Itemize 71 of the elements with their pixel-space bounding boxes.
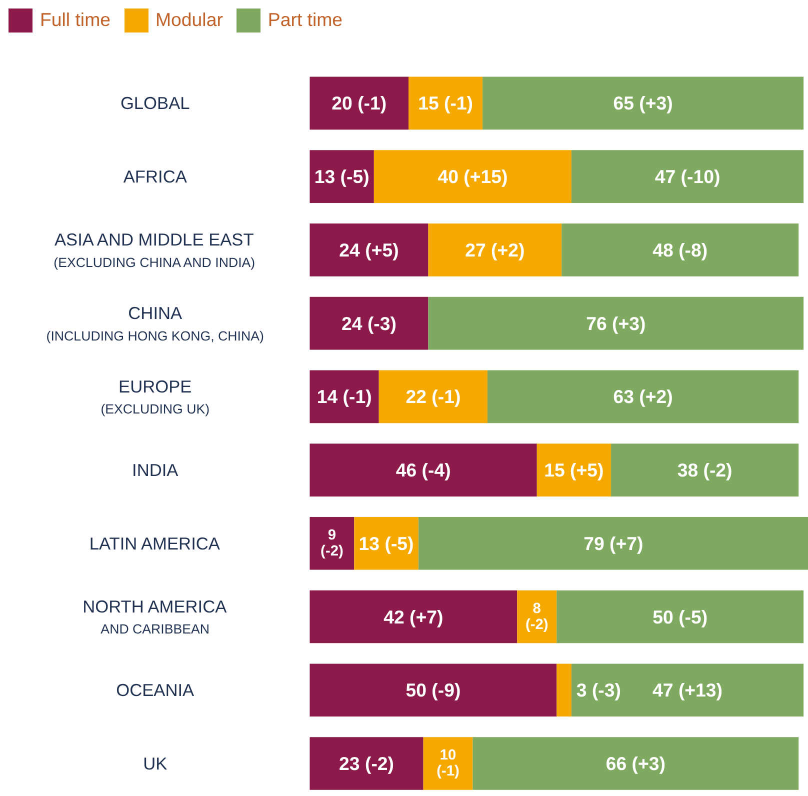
bar <box>310 296 428 350</box>
data-label: 15 (+5) <box>544 460 604 481</box>
y-tick-label: EUROPE (EXCLUDING UK) <box>100 376 210 417</box>
data-label: 14 (-1) <box>316 386 372 408</box>
bar <box>562 224 799 276</box>
data-label: 20 (-1) <box>332 92 387 114</box>
bar <box>536 444 611 496</box>
y-tick-label: AFRICA <box>123 166 188 187</box>
data-label: 27 (+2) <box>465 239 525 260</box>
y-tick-label: OCEANIA <box>116 680 195 700</box>
bar <box>408 76 483 130</box>
bar <box>423 737 473 790</box>
data-label: 15 (-1) <box>418 92 474 114</box>
data-label: 23 (-2) <box>339 752 394 774</box>
y-tick-label: LATIN AMERICA <box>89 533 220 554</box>
data-label: 66 (+3) <box>606 752 666 774</box>
data-label: 10 (-1) <box>436 747 460 780</box>
bar <box>374 150 572 203</box>
data-label: 38 (-2) <box>677 460 732 481</box>
data-label: 50 (-9) <box>406 680 461 701</box>
data-label: 50 (-5) <box>652 606 708 628</box>
bar <box>378 370 488 424</box>
y-tick-label: NORTH AMERICA AND CARIBBEAN <box>82 596 228 637</box>
y-tick-label: CHINA (INCLUDING HONG KONG, CHINA) <box>46 303 264 344</box>
bar <box>310 444 537 496</box>
data-label: 65 (+3) <box>613 92 673 114</box>
bar <box>482 76 804 130</box>
bar <box>310 737 424 790</box>
bar <box>556 590 804 644</box>
bar <box>472 737 799 790</box>
y-tick-label: UK <box>143 753 168 774</box>
bar <box>571 664 804 717</box>
bar <box>310 224 428 276</box>
bar <box>418 516 808 570</box>
data-label: 79 (+7) <box>584 532 644 554</box>
data-label: 46 (-4) <box>396 460 451 481</box>
bar <box>354 516 418 570</box>
bar <box>428 224 562 276</box>
data-label: 22 (-1) <box>406 386 461 408</box>
data-label: 42 (+7) <box>384 606 444 628</box>
y-tick-label: GLOBAL <box>120 93 190 114</box>
bar <box>517 590 557 644</box>
legend-label: Full time <box>40 9 110 31</box>
data-label: 13 (-5) <box>358 532 414 554</box>
data-label: 8 (-2) <box>526 600 548 633</box>
data-label: 63 (+2) <box>613 386 673 408</box>
data-label: 24 (-3) <box>342 312 396 334</box>
bar <box>556 664 572 717</box>
data-label: 40 (+15) <box>438 166 508 188</box>
legend-label: Part time <box>268 9 343 31</box>
bar <box>428 296 804 350</box>
y-tick-label: ASIA AND MIDDLE EAST (EXCLUDING CHINA AND INDIA) <box>54 230 256 270</box>
data-label: 48 (-8) <box>652 239 708 260</box>
bar <box>310 516 354 570</box>
data-label: 76 (+3) <box>586 312 646 334</box>
data-label: 47 (+13) <box>652 680 723 701</box>
bar <box>610 444 799 496</box>
bar <box>488 370 799 424</box>
bar <box>310 150 374 203</box>
data-label: 9 (-2) <box>320 527 344 560</box>
data-label: 3 (-3) <box>576 680 621 701</box>
legend-label: Modular <box>156 9 223 31</box>
data-label: 13 (-5) <box>314 166 370 188</box>
bar <box>571 150 804 203</box>
bar <box>310 664 557 717</box>
y-tick-label: INDIA <box>132 460 179 480</box>
data-label: 24 (+5) <box>339 239 399 260</box>
bar <box>310 590 518 644</box>
data-label: 47 (-10) <box>654 166 720 188</box>
bar <box>310 370 379 424</box>
bar <box>310 76 408 130</box>
